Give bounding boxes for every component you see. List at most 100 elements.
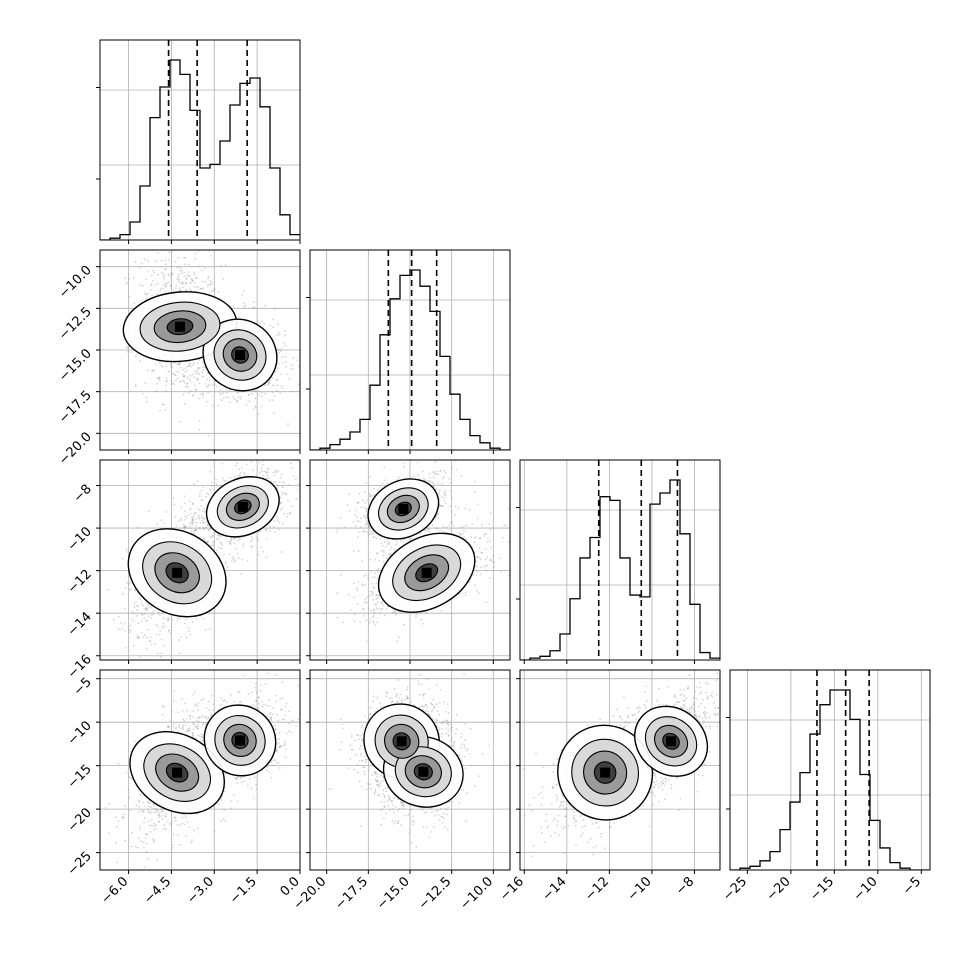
sample-point xyxy=(161,366,164,368)
sample-point xyxy=(221,462,224,465)
sample-point xyxy=(194,528,197,531)
sample-point xyxy=(183,720,186,722)
sample-point xyxy=(151,824,154,827)
sample-point xyxy=(254,664,256,666)
sample-point xyxy=(141,392,144,395)
sample-point xyxy=(174,374,176,376)
sample-point xyxy=(175,380,177,382)
sample-point xyxy=(202,617,205,620)
sample-point xyxy=(191,523,194,526)
sample-point xyxy=(146,620,149,622)
sample-point xyxy=(179,517,182,520)
sample-point xyxy=(278,528,280,531)
sample-point xyxy=(242,545,245,548)
sample-point xyxy=(209,528,211,530)
sample-point xyxy=(174,374,177,377)
sample-point xyxy=(203,508,205,510)
sample-point xyxy=(208,379,211,382)
sample-point xyxy=(172,273,174,276)
sample-point xyxy=(143,816,146,819)
sample-point xyxy=(160,364,163,367)
sample-point xyxy=(228,540,230,542)
sample-point xyxy=(162,617,165,620)
sample-point xyxy=(201,517,204,520)
sample-point xyxy=(152,841,155,843)
sample-point xyxy=(180,289,182,292)
sample-point xyxy=(200,489,203,492)
sample-point xyxy=(302,499,304,501)
sample-point xyxy=(266,766,269,768)
sample-point xyxy=(168,629,171,632)
sample-point xyxy=(285,366,287,368)
sample-point xyxy=(131,831,133,834)
sample-point xyxy=(279,350,282,352)
sample-point xyxy=(230,807,233,810)
sample-point xyxy=(189,281,192,284)
sample-point xyxy=(202,486,205,489)
sample-point xyxy=(189,507,192,510)
sample-point xyxy=(162,627,165,629)
sample-point xyxy=(198,245,200,247)
sample-point xyxy=(155,807,158,810)
sample-point xyxy=(198,509,201,512)
sample-point xyxy=(264,471,267,473)
sample-point xyxy=(170,380,173,382)
sample-point xyxy=(193,531,196,534)
sample-point xyxy=(236,552,239,555)
sample-point xyxy=(233,559,236,561)
sample-point xyxy=(161,625,163,628)
sample-point xyxy=(285,515,288,518)
sample-point xyxy=(136,846,139,849)
sample-point xyxy=(285,702,288,705)
sample-point xyxy=(171,821,174,824)
sample-point xyxy=(219,534,222,537)
sample-point xyxy=(240,395,242,398)
sample-point xyxy=(194,388,197,391)
sample-point xyxy=(198,428,201,431)
density-contours xyxy=(122,291,278,392)
sample-point xyxy=(196,480,199,483)
sample-point xyxy=(168,274,171,276)
sample-point xyxy=(161,818,164,820)
sample-point xyxy=(273,308,276,311)
sample-point xyxy=(159,629,162,632)
sample-point xyxy=(230,538,233,541)
sample-point xyxy=(196,827,199,830)
sample-point xyxy=(100,663,102,665)
sample-point xyxy=(200,515,203,518)
sample-point xyxy=(203,366,206,369)
sample-point xyxy=(202,522,205,524)
y-tick-label: −17.5 xyxy=(56,388,95,427)
sample-point xyxy=(217,405,220,407)
sample-point xyxy=(255,406,257,409)
sample-point xyxy=(170,251,173,253)
sample-point xyxy=(196,705,199,707)
sample-point xyxy=(150,644,153,646)
sample-point xyxy=(181,369,184,371)
sample-point xyxy=(149,636,152,638)
sample-point xyxy=(117,628,120,631)
sample-point xyxy=(193,376,196,379)
sample-point xyxy=(149,288,152,291)
sample-point xyxy=(155,823,157,826)
sample-point xyxy=(188,378,191,381)
sample-point xyxy=(131,618,133,620)
sample-point xyxy=(202,698,205,700)
sample-point xyxy=(213,287,216,290)
sample-point xyxy=(212,703,215,706)
sample-point xyxy=(258,472,261,474)
sample-point xyxy=(281,522,284,525)
sample-point xyxy=(145,396,148,399)
sample-point xyxy=(257,554,260,556)
sample-point xyxy=(171,372,174,375)
sample-point xyxy=(163,278,166,280)
sample-point xyxy=(183,402,186,405)
sample-point xyxy=(268,324,271,327)
sample-point xyxy=(149,831,152,833)
sample-point xyxy=(283,492,286,494)
sample-point xyxy=(126,581,129,584)
sample-point xyxy=(262,550,264,553)
sample-point xyxy=(148,805,151,808)
sample-point xyxy=(281,486,284,489)
sample-point xyxy=(184,816,187,819)
